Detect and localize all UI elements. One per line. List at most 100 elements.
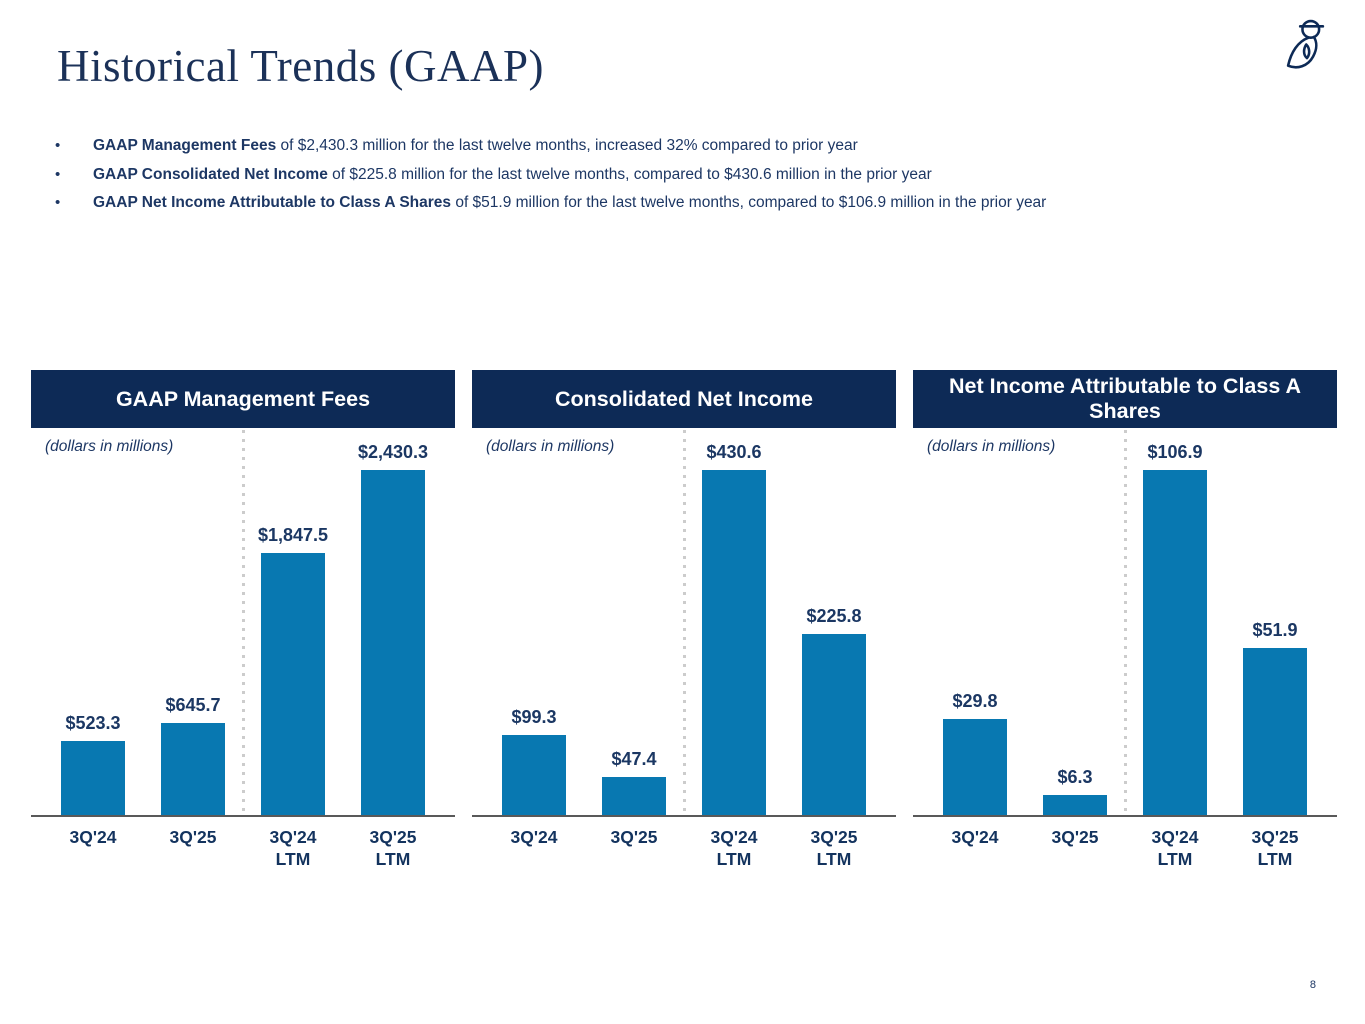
- bar: [802, 634, 866, 815]
- bar-value-label: $47.4: [611, 749, 657, 769]
- bullet-item: • GAAP Management Fees of $2,430.3 milli…: [55, 132, 1305, 161]
- bullet-text: GAAP Net Income Attributable to Class A …: [93, 189, 1046, 218]
- bar: [161, 723, 225, 815]
- x-axis-tick-line: LTM: [816, 849, 852, 869]
- bar: [702, 470, 766, 815]
- bar-column: $645.7: [143, 695, 243, 815]
- x-axis-tick-line: LTM: [375, 849, 411, 869]
- x-axis-tick-line: 3Q'25: [169, 827, 217, 847]
- bar-value-label: $6.3: [1057, 766, 1093, 787]
- bullet-marker: •: [55, 194, 61, 211]
- x-axis-tick-line: 3Q'25: [1251, 827, 1299, 847]
- bar: [1043, 794, 1107, 815]
- bar-column: $1,847.5: [243, 525, 343, 815]
- x-axis-tick-line: LTM: [1257, 849, 1293, 869]
- bar-column: $523.3: [43, 713, 143, 815]
- bar-value-label: $99.3: [511, 707, 557, 728]
- x-axis-tick-label: 3Q'24 LTM: [684, 826, 784, 870]
- bullet-marker: •: [55, 137, 61, 154]
- bullet-text: GAAP Management Fees of $2,430.3 million…: [93, 132, 858, 161]
- chart-title-bar: GAAP Management Fees: [31, 370, 455, 428]
- bars-container: $29.8 $6.3 $106.9 $51.9: [913, 428, 1337, 815]
- x-axis-labels: 3Q'24 3Q'25 3Q'24 LTM 3Q'25 LTM: [472, 826, 896, 870]
- x-axis-labels: 3Q'24 3Q'25 3Q'24 LTM 3Q'25 LTM: [913, 826, 1337, 870]
- bar: [502, 735, 566, 815]
- x-axis-tick-line: 3Q'24: [510, 827, 558, 847]
- chart-plot-area: (dollars in millions) $29.8 $6.3 $106.9 $51…: [913, 428, 1337, 817]
- x-axis-tick-line: 3Q'24: [951, 827, 999, 847]
- chart-title-bar: Net Income Attributable to Class A Share…: [913, 370, 1337, 428]
- bullet-bold-label: GAAP Net Income Attributable to Class A …: [93, 194, 452, 211]
- bar: [1243, 647, 1307, 815]
- bullet-text: GAAP Consolidated Net Income of $225.8 m…: [93, 161, 932, 190]
- bar-value-label: $430.6: [706, 442, 762, 462]
- bar-column: $106.9: [1125, 442, 1225, 815]
- bar: [602, 777, 666, 815]
- chart-plot-area: (dollars in millions) $523.3 $645.7 $1,847…: [31, 428, 455, 817]
- bar-value-label: $1,847.5: [257, 524, 329, 545]
- bullet-rest-text: of $2,430.3 million for the last twelve …: [276, 137, 858, 154]
- x-axis-tick-line: 3Q'25: [369, 827, 417, 847]
- x-axis-tick-line: 3Q'25: [610, 827, 658, 847]
- x-axis-tick-label: 3Q'25: [143, 826, 243, 870]
- x-axis-tick-line: LTM: [275, 849, 311, 869]
- bar: [361, 470, 425, 815]
- x-axis-tick-label: 3Q'24 LTM: [243, 826, 343, 870]
- bar-value-label: $225.8: [806, 606, 862, 627]
- bar-value-label: $106.9: [1147, 442, 1203, 462]
- units-label: (dollars in millions): [486, 438, 615, 455]
- owl-logo-icon: [1286, 19, 1325, 69]
- x-axis-tick-line: 3Q'24: [1151, 827, 1199, 847]
- x-axis-tick-label: 3Q'25 LTM: [1225, 826, 1325, 870]
- x-axis-tick-label: 3Q'24: [484, 826, 584, 870]
- units-label: (dollars in millions): [45, 438, 174, 455]
- x-axis-tick-line: LTM: [1157, 849, 1193, 869]
- x-axis-tick-line: 3Q'25: [810, 827, 858, 847]
- bar: [61, 740, 125, 815]
- bar-value-label: $523.3: [65, 712, 121, 733]
- bullet-bold-label: GAAP Consolidated Net Income: [93, 165, 328, 183]
- bar-column: $6.3: [1025, 767, 1125, 815]
- x-axis-tick-label: 3Q'25 LTM: [784, 826, 884, 870]
- chart-consolidated-net-income: Consolidated Net Income (dollars in mill…: [472, 370, 896, 870]
- bar-value-label: $645.7: [165, 695, 221, 716]
- bar: [261, 552, 325, 815]
- bar: [1143, 470, 1207, 815]
- x-axis-tick-line: 3Q'24: [269, 827, 317, 847]
- bullet-bold-label: GAAP Management Fees: [93, 137, 277, 154]
- chart-title-bar: Consolidated Net Income: [472, 370, 896, 428]
- x-axis-tick-label: 3Q'25 LTM: [343, 826, 443, 870]
- bar-column: $225.8: [784, 606, 884, 815]
- bullet-item: • GAAP Net Income Attributable to Class …: [55, 189, 1305, 218]
- bullet-rest-text: of $225.8 million for the last twelve mo…: [327, 165, 932, 183]
- bars-container: $99.3 $47.4 $430.6 $225.8: [472, 428, 896, 815]
- x-axis-tick-label: 3Q'24 LTM: [1125, 826, 1225, 870]
- page-number: 8: [1309, 979, 1316, 991]
- x-axis-tick-label: 3Q'24: [925, 826, 1025, 870]
- x-axis-tick-label: 3Q'25: [584, 826, 684, 870]
- bullet-marker: •: [55, 165, 61, 183]
- chart-separator-dotted-line: [1123, 430, 1127, 815]
- bullet-item: • GAAP Consolidated Net Income of $225.8…: [55, 161, 1305, 190]
- bullet-list: • GAAP Management Fees of $2,430.3 milli…: [55, 132, 1305, 218]
- bar-value-label: $2,430.3: [357, 442, 429, 462]
- bar-value-label: $29.8: [952, 690, 998, 711]
- bars-container: $523.3 $645.7 $1,847.5 $2,430.3: [31, 428, 455, 815]
- bar-column: $47.4: [584, 749, 684, 815]
- bar-value-label: $51.9: [1252, 619, 1298, 640]
- bar-column: $29.8: [925, 691, 1025, 815]
- bar-column: $99.3: [484, 707, 584, 815]
- chart-management-fees: GAAP Management Fees (dollars in million…: [31, 370, 455, 870]
- chart-net-income-class-a: Net Income Attributable to Class A Share…: [913, 370, 1337, 870]
- bar-column: $51.9: [1225, 619, 1325, 815]
- x-axis-tick-line: 3Q'25: [1051, 827, 1099, 847]
- x-axis-tick-line: 3Q'24: [69, 827, 117, 847]
- chart-plot-area: (dollars in millions) $99.3 $47.4 $430.6 $2…: [472, 428, 896, 817]
- page-title: Historical Trends (GAAP): [57, 41, 545, 91]
- bar: [943, 718, 1007, 815]
- chart-separator-dotted-line: [682, 430, 686, 815]
- x-axis-tick-line: 3Q'24: [710, 827, 758, 847]
- x-axis-tick-line: LTM: [716, 849, 752, 869]
- chart-separator-dotted-line: [241, 430, 245, 815]
